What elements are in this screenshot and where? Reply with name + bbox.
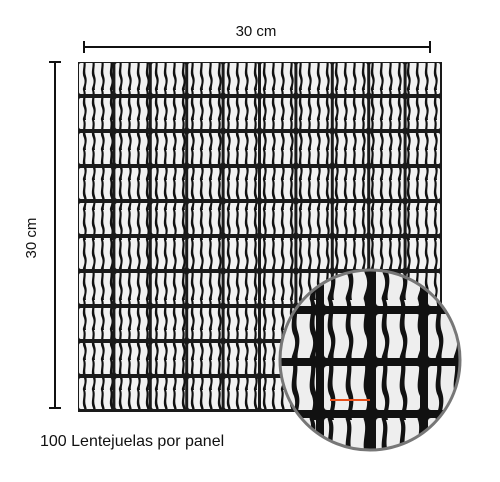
sequin [261,238,295,269]
sequin [370,63,404,94]
sequin [333,238,368,269]
sequin [115,203,149,234]
magnifier-ring [278,268,462,452]
sequin [188,98,222,129]
sequin [406,98,440,129]
sequin [151,203,186,234]
sequin [261,63,295,94]
sequin [406,133,440,164]
sequin [261,203,295,234]
sequin [297,63,331,94]
sequin [261,133,295,164]
sequin-large [428,314,460,358]
sequin [115,98,149,129]
sequin [188,63,222,94]
sequin [151,168,186,199]
sequin [261,273,295,304]
sequin [79,63,113,94]
sequin [224,273,258,304]
sequin [115,308,149,339]
sequin [151,98,186,129]
width-label: 30 cm [236,23,277,40]
sequin-large [428,366,460,410]
sequin [151,273,186,304]
sequin [151,378,186,409]
sequin [79,203,113,234]
sequin [224,133,258,164]
sequin [115,378,149,409]
sequin [370,238,404,269]
caption: 100 Lentejuelas por panel [40,433,224,450]
sequin [115,133,149,164]
sequin [79,343,113,374]
sequin [370,133,404,164]
height-label: 30 cm [23,218,40,259]
sequin [261,98,295,129]
sequin [115,168,149,199]
sequin [115,63,149,94]
sequin [297,168,331,199]
sequin [188,308,222,339]
sequin [297,238,331,269]
sequin [188,203,222,234]
sequin [224,203,258,234]
sequin [188,168,222,199]
sequin [224,378,258,409]
sequin [79,273,113,304]
sequin [79,168,113,199]
sequin [115,343,149,374]
sequin [333,203,368,234]
sequin [188,133,222,164]
sequin [297,98,331,129]
sequin [261,168,295,199]
sequin-large [324,314,368,358]
sequin [79,238,113,269]
sequin [406,63,440,94]
sequin [297,203,331,234]
sequin [151,308,186,339]
sequin [115,238,149,269]
sequin-large [324,418,368,450]
sequin [370,203,404,234]
sequin [79,133,113,164]
sequin [333,98,368,129]
sequin-large [376,366,420,410]
sequin [406,203,440,234]
sequin [224,343,258,374]
sequin [333,133,368,164]
sequin [224,98,258,129]
sequin [224,308,258,339]
sequin [151,238,186,269]
sequin-large [324,366,368,410]
sequin [370,168,404,199]
sequin [188,343,222,374]
sequin [79,98,113,129]
sequin [79,378,113,409]
sequin [151,343,186,374]
sequin [333,63,368,94]
sequin [224,63,258,94]
sequin [224,168,258,199]
sequin [188,378,222,409]
sequin [188,238,222,269]
sequin [333,168,368,199]
sequin-large [376,314,420,358]
sequin [297,133,331,164]
sequin [406,168,440,199]
sequin [151,63,186,94]
sequin [151,133,186,164]
sequin-large [376,418,420,450]
sequin [188,273,222,304]
sequin [115,273,149,304]
sequin [224,238,258,269]
sequin [406,238,440,269]
sequin [79,308,113,339]
sequin [370,98,404,129]
